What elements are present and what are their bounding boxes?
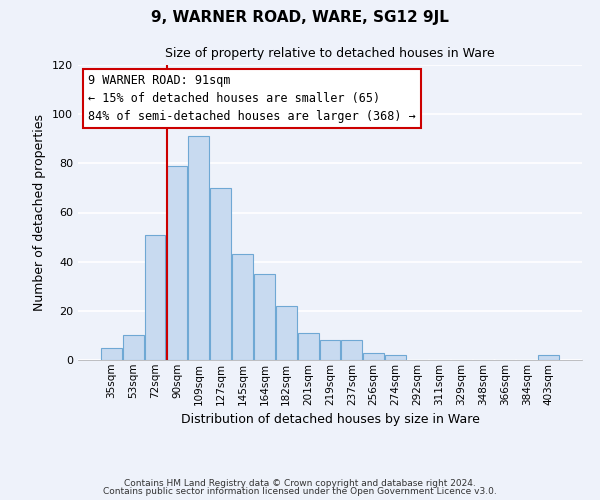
Bar bbox=[385, 355, 406, 360]
Bar bbox=[101, 348, 122, 360]
X-axis label: Distribution of detached houses by size in Ware: Distribution of detached houses by size … bbox=[181, 413, 479, 426]
Bar bbox=[232, 254, 253, 360]
Bar bbox=[364, 352, 384, 360]
Bar bbox=[341, 340, 362, 360]
Bar bbox=[188, 136, 209, 360]
Bar bbox=[210, 188, 231, 360]
Title: Size of property relative to detached houses in Ware: Size of property relative to detached ho… bbox=[165, 46, 495, 60]
Bar bbox=[167, 166, 187, 360]
Bar bbox=[298, 333, 319, 360]
Text: Contains HM Land Registry data © Crown copyright and database right 2024.: Contains HM Land Registry data © Crown c… bbox=[124, 478, 476, 488]
Text: Contains public sector information licensed under the Open Government Licence v3: Contains public sector information licen… bbox=[103, 487, 497, 496]
Text: 9 WARNER ROAD: 91sqm
← 15% of detached houses are smaller (65)
84% of semi-detac: 9 WARNER ROAD: 91sqm ← 15% of detached h… bbox=[88, 74, 416, 123]
Bar bbox=[276, 306, 296, 360]
Bar bbox=[254, 274, 275, 360]
Bar bbox=[538, 355, 559, 360]
Text: 9, WARNER ROAD, WARE, SG12 9JL: 9, WARNER ROAD, WARE, SG12 9JL bbox=[151, 10, 449, 25]
Bar bbox=[123, 336, 143, 360]
Bar bbox=[320, 340, 340, 360]
Y-axis label: Number of detached properties: Number of detached properties bbox=[34, 114, 46, 311]
Bar bbox=[145, 234, 166, 360]
